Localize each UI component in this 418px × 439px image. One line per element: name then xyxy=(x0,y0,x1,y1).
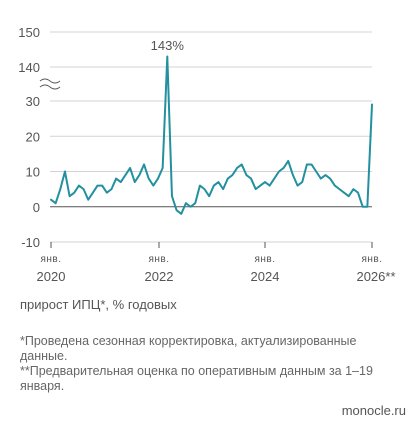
peak-label: 143% xyxy=(151,38,185,53)
x-axis: янв. 2020 янв. 2022 янв. 2024 янв. 2026** xyxy=(37,242,396,284)
chart-caption: прирост ИПЦ*, % годовых xyxy=(20,297,177,312)
x-tick-year: 2026** xyxy=(356,269,395,284)
y-tick-label: 20 xyxy=(26,129,40,144)
y-tick-label: 10 xyxy=(26,165,40,180)
y-tick-label: -10 xyxy=(21,235,40,250)
y-axis-labels: 150 140 30 20 10 0 -10 xyxy=(18,25,40,250)
y-tick-label: 30 xyxy=(26,94,40,109)
chart: 150 140 30 20 10 0 -10 янв. 2020 янв. 2022 янв. 202… xyxy=(18,25,396,284)
y-tick-label: 0 xyxy=(33,200,40,215)
x-tick-month: янв. xyxy=(148,254,169,265)
y-tick-label: 140 xyxy=(18,60,40,75)
x-tick-month: янв. xyxy=(254,254,275,265)
x-tick-month: янв. xyxy=(40,254,61,265)
footnote-1: *Проведена сезонная корректировка, актуа… xyxy=(20,334,357,363)
cpi-series-line xyxy=(50,55,373,215)
y-tick-label: 150 xyxy=(18,25,40,40)
axis-break-icon xyxy=(39,78,62,90)
x-tick-year: 2020 xyxy=(37,269,66,284)
x-tick-year: 2024 xyxy=(251,269,280,284)
source-label: monocle.ru xyxy=(341,403,406,418)
x-tick-year: 2022 xyxy=(145,269,174,284)
grid-lines xyxy=(50,31,372,243)
footnote-2: **Предварительная оценка по оперативным … xyxy=(20,364,373,393)
x-tick-month: янв. xyxy=(361,254,382,265)
series-layer xyxy=(50,55,373,215)
